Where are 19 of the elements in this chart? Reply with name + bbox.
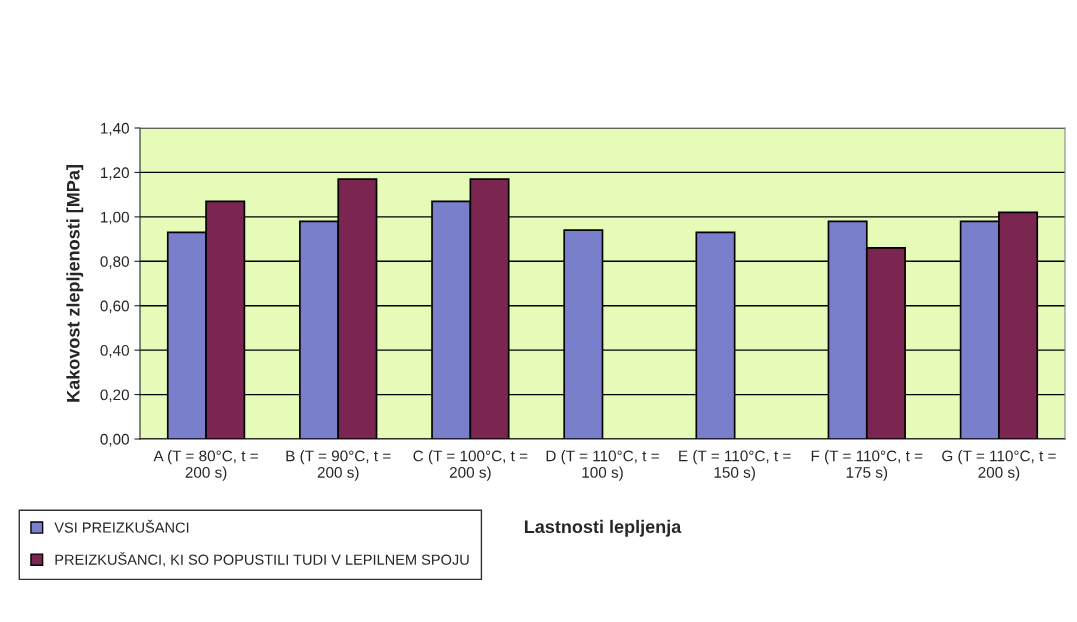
x-tick-label: E (T = 110°C, t = 150 s) (679, 450, 791, 481)
y-tick-label: 0,20 (100, 389, 129, 403)
y-tick-label: 0,00 (100, 433, 129, 447)
y-tick-label: 1,40 (101, 122, 129, 136)
x-tick-label: C (T = 100°C, t = 200 s) (413, 450, 528, 481)
y-tick-label: 1,00 (101, 211, 129, 225)
y-tick-label: 1,20 (101, 167, 129, 180)
y-tick-label: 0,60 (100, 300, 129, 314)
x-tick-label: D (T = 110°C, t = 100 s) (546, 450, 659, 481)
x-tick-label: B (T = 90°C, t = 200 s) (286, 450, 391, 481)
y-axis-title: Kakovost zlepljenosti [MPa] (66, 165, 84, 402)
y-tick-label: 0,40 (100, 345, 129, 358)
y-tick-label: 0,80 (100, 256, 129, 269)
x-tick-label: F (T = 110°C, t = 175 s) (811, 450, 923, 481)
legend-label: VSI PREIZKUŠANCI (54, 519, 189, 533)
x-axis-title: Lastnosti lepljenja (524, 519, 682, 537)
x-tick-label: G (T = 110°C, t = 200 s) (942, 450, 1056, 481)
x-tick-label: A (T = 80°C, t = 200 s) (153, 450, 258, 481)
legend-label: PREIZKUŠANCI, KI SO POPUSTILI TUDI V LEPILNEM SPOJU (55, 551, 469, 567)
